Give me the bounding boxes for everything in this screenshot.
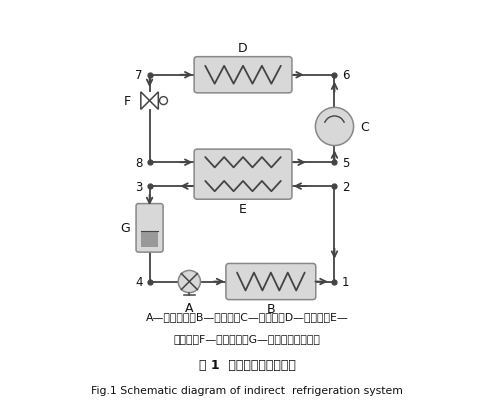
Circle shape — [160, 97, 167, 105]
Text: 6: 6 — [342, 69, 349, 82]
Circle shape — [315, 108, 354, 146]
FancyBboxPatch shape — [226, 264, 316, 300]
Text: G: G — [121, 222, 130, 235]
Text: 2: 2 — [342, 180, 349, 193]
Text: F: F — [124, 95, 131, 108]
Text: 8: 8 — [135, 156, 142, 169]
Text: A—载冷剂泵；B—蕉发器；C—压缩机；D—冷凝器；E—: A—载冷剂泵；B—蕉发器；C—压缩机；D—冷凝器；E— — [146, 311, 348, 322]
Text: B: B — [267, 303, 275, 315]
Text: 换热器；F—节流装置；G—储液器（蓄冷器）: 换热器；F—节流装置；G—储液器（蓄冷器） — [173, 333, 321, 343]
Circle shape — [178, 271, 201, 293]
Text: C: C — [361, 121, 370, 134]
Text: A: A — [185, 302, 194, 315]
Polygon shape — [150, 93, 158, 110]
Text: 5: 5 — [342, 156, 349, 169]
Text: 3: 3 — [135, 180, 142, 193]
Polygon shape — [141, 232, 158, 247]
Text: E: E — [239, 202, 247, 215]
Text: Fig.1 Schematic diagram of indirect  refrigeration system: Fig.1 Schematic diagram of indirect refr… — [91, 385, 403, 395]
Text: 图 1  间接制冷系统原理图: 图 1 间接制冷系统原理图 — [199, 358, 295, 371]
FancyBboxPatch shape — [136, 204, 163, 252]
FancyBboxPatch shape — [194, 58, 292, 94]
Text: 1: 1 — [342, 275, 349, 288]
Text: 4: 4 — [135, 275, 142, 288]
Text: 7: 7 — [135, 69, 142, 82]
Polygon shape — [141, 93, 150, 110]
FancyBboxPatch shape — [194, 150, 292, 200]
Text: D: D — [238, 42, 248, 55]
